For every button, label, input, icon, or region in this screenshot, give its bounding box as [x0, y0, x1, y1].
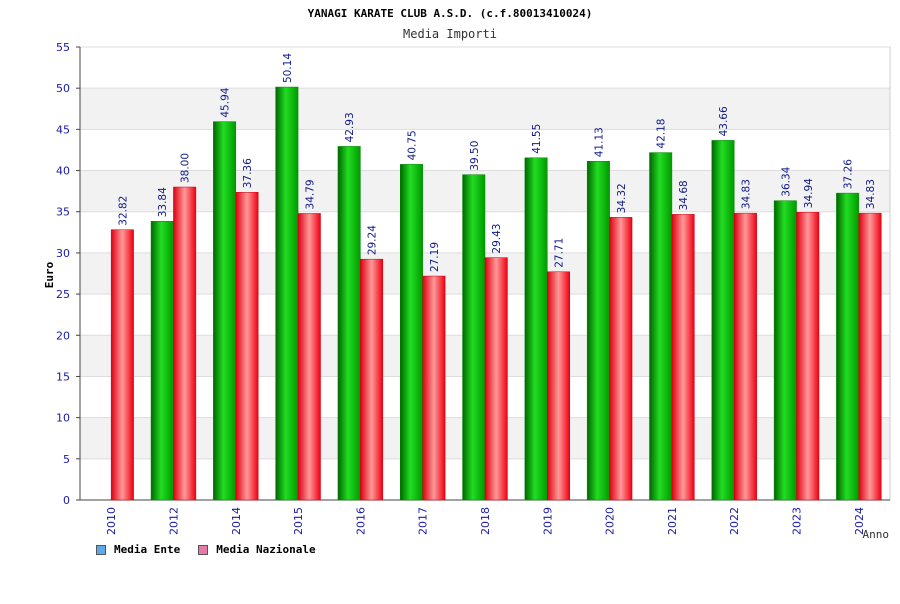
- y-axis-label: Euro: [43, 261, 56, 288]
- y-tick-label: 0: [63, 494, 70, 507]
- y-tick-label: 25: [56, 288, 70, 301]
- y-tick-label: 15: [56, 370, 70, 383]
- x-tick-label: 2018: [479, 507, 492, 535]
- y-tick-label: 5: [63, 453, 70, 466]
- x-tick-label: 2022: [728, 507, 741, 535]
- bar-media-ente: [836, 192, 860, 501]
- data-label: 37.26: [843, 159, 855, 189]
- grid-band: [80, 88, 890, 130]
- bar-media-ente: [524, 157, 548, 501]
- legend-swatch-media-ente: [96, 544, 106, 555]
- y-tick-label: 35: [56, 206, 70, 219]
- bar-media-nazionale: [547, 271, 570, 501]
- data-label: 34.83: [740, 179, 752, 209]
- bar-media-ente: [337, 146, 361, 501]
- bar-media-nazionale: [609, 217, 633, 501]
- bar-media-nazionale: [173, 186, 197, 501]
- x-axis: 2010 2012 2014 2015 2016 2017 2018 2019 2020 2021…: [105, 507, 866, 535]
- bar-media-nazionale: [796, 211, 820, 501]
- bar-media-ente: [213, 121, 237, 501]
- x-tick-label: 2020: [604, 507, 617, 535]
- bar-media-nazionale: [235, 192, 259, 501]
- x-tick-label: 2012: [167, 507, 180, 535]
- bar-media-ente: [649, 152, 673, 501]
- x-tick-label: 2016: [354, 507, 367, 535]
- x-tick-label: 2014: [230, 507, 243, 535]
- y-tick-label: 10: [56, 412, 70, 425]
- bar-media-nazionale: [671, 214, 695, 501]
- bar-media-nazionale: [360, 258, 384, 501]
- chart-subtitle: Media Importi: [403, 27, 497, 41]
- bars: [110, 86, 882, 501]
- bar-media-nazionale: [858, 212, 882, 501]
- data-label: 33.84: [157, 187, 169, 217]
- x-tick-label: 2015: [292, 507, 305, 535]
- x-tick-label: 2019: [541, 507, 554, 535]
- chart-title: YANAGI KARATE CLUB A.S.D. (c.f.800134100…: [308, 7, 593, 20]
- x-tick-label: 2024: [853, 507, 866, 535]
- data-label: 29.43: [491, 224, 503, 254]
- data-label: 27.19: [429, 242, 441, 272]
- y-tick-label: 45: [56, 123, 70, 136]
- bar-media-ente: [711, 140, 735, 501]
- grid-band: [80, 129, 890, 171]
- data-label: 43.66: [718, 106, 730, 136]
- x-axis-label: Anno: [863, 528, 890, 541]
- data-label: 29.24: [367, 225, 379, 255]
- y-tick-label: 55: [56, 41, 70, 54]
- data-label: 34.83: [865, 179, 877, 209]
- data-label: 45.94: [220, 87, 232, 117]
- y-tick-label: 20: [56, 329, 70, 342]
- legend-item-media-nazionale: Media Nazionale: [198, 543, 316, 556]
- data-label: 34.79: [304, 179, 316, 209]
- data-label: 41.55: [531, 124, 543, 154]
- bar-media-nazionale: [422, 275, 446, 501]
- legend-label-media-ente: Media Ente: [114, 543, 181, 556]
- data-label: 40.75: [406, 130, 418, 160]
- bar-media-ente: [586, 160, 610, 501]
- bar-media-nazionale: [484, 257, 508, 501]
- data-label: 27.71: [554, 238, 566, 268]
- data-label: 41.13: [593, 127, 605, 157]
- y-tick-label: 50: [56, 82, 70, 95]
- data-label: 37.36: [242, 158, 254, 188]
- x-tick-label: 2021: [666, 507, 679, 535]
- x-tick-label: 2023: [791, 507, 804, 535]
- legend-swatch-media-nazionale: [198, 544, 209, 555]
- bar-labels: 32.82 33.84 38.00 45.94 37.36 50.14 34.79 42.93…: [117, 53, 877, 272]
- bar-media-ente: [462, 174, 486, 501]
- bar-media-nazionale: [733, 212, 757, 501]
- data-label: 38.00: [180, 153, 192, 183]
- legend-item-media-ente: Media Ente: [96, 543, 180, 556]
- data-label: 34.32: [616, 183, 628, 213]
- data-label: 34.68: [678, 180, 690, 210]
- data-label: 50.14: [282, 53, 294, 83]
- x-tick-label: 2010: [105, 507, 118, 535]
- bar-media-ente: [275, 86, 299, 501]
- bar-media-nazionale: [297, 213, 321, 501]
- legend-label-media-nazionale: Media Nazionale: [216, 543, 316, 556]
- data-label: 42.18: [656, 119, 668, 149]
- bar-media-ente: [773, 200, 797, 501]
- data-label: 42.93: [344, 112, 356, 142]
- data-label: 39.50: [469, 141, 481, 171]
- x-tick-label: 2017: [417, 507, 430, 535]
- data-label: 36.34: [780, 166, 792, 196]
- bar-media-nazionale: [110, 229, 134, 501]
- y-tick-label: 30: [56, 247, 70, 260]
- data-label: 34.94: [803, 178, 815, 208]
- y-tick-label: 40: [56, 165, 70, 178]
- data-label: 32.82: [117, 196, 129, 226]
- grid-band: [80, 47, 890, 89]
- legend: Media Ente Media Nazionale: [96, 543, 334, 556]
- bar-media-ente: [150, 221, 174, 501]
- bar-media-ente: [400, 164, 423, 501]
